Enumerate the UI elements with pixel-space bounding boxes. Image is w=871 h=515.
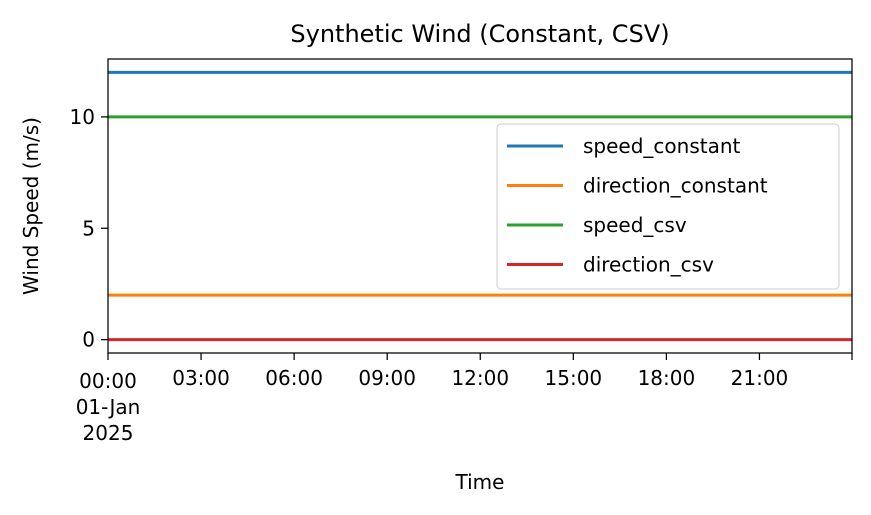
x-tick-label: 00:00 01-Jan 2025 — [76, 369, 141, 445]
series-lines — [108, 70, 852, 342]
x-tick-label: 15:00 — [545, 366, 603, 390]
x-tick-label: 03:00 — [172, 366, 230, 390]
x-tick-label: 06:00 — [265, 366, 323, 390]
legend-box — [496, 123, 840, 290]
x-tick-label: 21:00 — [731, 366, 789, 390]
legend-label: speed_csv — [583, 213, 687, 237]
chart-title: Synthetic Wind (Constant, CSV) — [290, 20, 669, 48]
legend-entry-speed_csv: speed_csv — [507, 213, 687, 237]
y-axis: 0 5 10 — [70, 105, 108, 352]
legend-entry-direction_constant: direction_constant — [507, 174, 768, 198]
legend-label: speed_constant — [583, 134, 741, 158]
legend-entry-speed_constant: speed_constant — [507, 134, 741, 158]
x-axis: 00:00 01-Jan 2025 03:00 06:00 09:00 12:00 15:00… — [76, 353, 853, 445]
legend-items: speed_constant direction_constant speed_cs… — [507, 134, 768, 277]
legend-label: direction_constant — [583, 174, 768, 198]
y-axis-label: Wind Speed (m/s) — [19, 117, 43, 295]
x-tick-label: 12:00 — [451, 366, 509, 390]
y-tick-label: 10 — [70, 105, 95, 129]
x-axis-label: Time — [455, 470, 505, 494]
y-tick-label: 0 — [82, 328, 95, 352]
legend-entry-direction_csv: direction_csv — [507, 253, 714, 277]
x-tick-label: 18:00 — [638, 366, 696, 390]
y-tick-label: 5 — [82, 216, 95, 240]
legend: speed_constant direction_constant speed_cs… — [496, 123, 840, 290]
x-tick-label: 09:00 — [358, 366, 416, 390]
legend-label: direction_csv — [583, 253, 714, 277]
